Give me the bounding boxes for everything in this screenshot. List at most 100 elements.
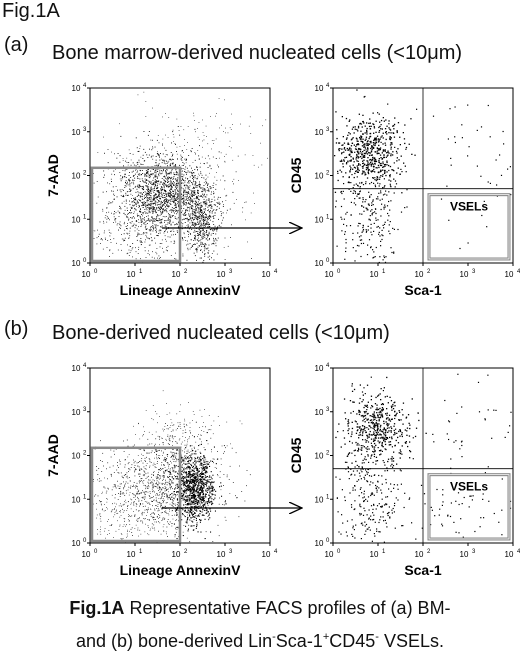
scatter-point xyxy=(193,183,194,184)
scatter-point xyxy=(168,117,169,118)
scatter-point xyxy=(128,238,129,239)
plot-b-left-ytick-label: 10 xyxy=(72,452,81,461)
scatter-point xyxy=(210,501,211,502)
scatter-point xyxy=(207,207,208,208)
scatter-point xyxy=(161,182,162,183)
scatter-point xyxy=(126,524,127,525)
scatter-point xyxy=(133,183,134,184)
scatter-point xyxy=(148,184,149,185)
scatter-point xyxy=(404,138,405,139)
scatter-point xyxy=(369,155,370,156)
scatter-point xyxy=(198,155,199,156)
scatter-point xyxy=(195,213,196,214)
scatter-point xyxy=(141,222,142,223)
scatter-point xyxy=(225,162,226,163)
scatter-point xyxy=(368,152,369,153)
scatter-point xyxy=(169,203,170,204)
scatter-point xyxy=(370,128,371,129)
scatter-point xyxy=(214,447,215,448)
scatter-point xyxy=(169,216,170,217)
scatter-point xyxy=(168,220,169,221)
scatter-point xyxy=(175,179,176,180)
scatter-point xyxy=(110,450,111,451)
scatter-point xyxy=(139,461,140,462)
scatter-point xyxy=(149,458,150,459)
scatter-point xyxy=(207,184,208,185)
scatter-point xyxy=(250,133,251,134)
scatter-point xyxy=(201,224,202,225)
scatter-point xyxy=(206,484,207,485)
scatter-point xyxy=(156,235,157,236)
scatter-point xyxy=(150,203,151,204)
scatter-point xyxy=(396,183,397,184)
scatter-point xyxy=(205,189,206,190)
scatter-point xyxy=(210,165,211,166)
scatter-point xyxy=(151,200,152,201)
scatter-point xyxy=(158,197,159,198)
scatter-point xyxy=(164,500,165,501)
scatter-point xyxy=(114,153,115,154)
scatter-point xyxy=(386,171,387,172)
scatter-point xyxy=(158,204,159,205)
scatter-point xyxy=(194,238,195,239)
scatter-point xyxy=(174,515,175,516)
scatter-point xyxy=(150,230,151,231)
scatter-point xyxy=(242,212,243,213)
scatter-point xyxy=(162,188,163,189)
scatter-point xyxy=(186,203,187,204)
scatter-point xyxy=(165,206,166,207)
scatter-point xyxy=(387,155,388,156)
scatter-point xyxy=(167,250,168,251)
scatter-point xyxy=(186,493,187,494)
scatter-point xyxy=(155,201,156,202)
scatter-point xyxy=(160,257,161,258)
scatter-point xyxy=(212,230,213,231)
scatter-point xyxy=(206,494,207,495)
scatter-point xyxy=(130,177,131,178)
scatter-point xyxy=(196,198,197,199)
scatter-point xyxy=(369,136,370,137)
plot-b-left-ytick-label: 10 xyxy=(72,364,81,373)
scatter-point xyxy=(135,470,136,471)
scatter-point xyxy=(198,472,199,473)
scatter-point xyxy=(130,210,131,211)
scatter-point xyxy=(238,156,239,157)
scatter-point xyxy=(154,198,155,199)
scatter-point xyxy=(189,480,190,481)
scatter-point xyxy=(223,176,224,177)
scatter-point xyxy=(363,184,364,185)
scatter-point xyxy=(196,248,197,249)
scatter-point xyxy=(202,192,203,193)
scatter-point xyxy=(134,495,135,496)
scatter-point xyxy=(198,195,199,196)
scatter-point xyxy=(384,185,385,186)
scatter-point xyxy=(198,174,199,175)
scatter-point xyxy=(371,234,372,235)
scatter-point xyxy=(155,224,156,225)
scatter-point xyxy=(183,180,184,181)
scatter-point xyxy=(205,253,206,254)
scatter-point xyxy=(181,493,182,494)
scatter-point xyxy=(131,190,132,191)
scatter-point xyxy=(360,139,361,140)
scatter-point xyxy=(137,196,138,197)
scatter-point xyxy=(146,487,147,488)
scatter-point xyxy=(186,162,187,163)
scatter-point xyxy=(185,212,186,213)
scatter-point xyxy=(183,165,184,166)
scatter-point xyxy=(367,148,368,149)
scatter-point xyxy=(379,262,380,263)
scatter-point xyxy=(163,139,164,140)
scatter-point xyxy=(192,190,193,191)
scatter-point xyxy=(141,226,142,227)
scatter-point xyxy=(503,143,504,144)
scatter-point xyxy=(343,136,344,137)
scatter-point xyxy=(170,163,171,164)
scatter-point xyxy=(119,488,120,489)
scatter-point xyxy=(208,248,209,249)
scatter-point xyxy=(192,473,193,474)
scatter-point xyxy=(152,189,153,190)
scatter-point xyxy=(147,200,148,201)
scatter-point xyxy=(150,498,151,499)
scatter-point xyxy=(234,179,235,180)
